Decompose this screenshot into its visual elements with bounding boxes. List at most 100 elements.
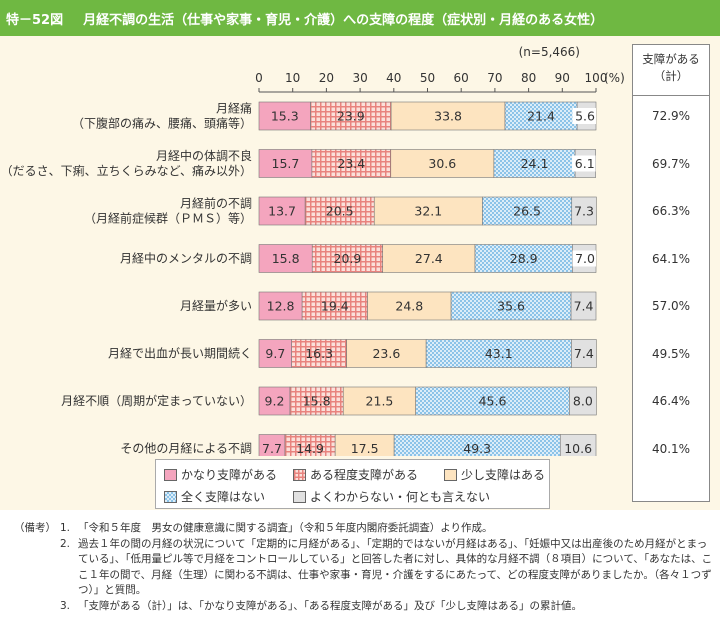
legend-label: かなり支障がある <box>181 468 278 482</box>
category-label: 月経中の体調不良 <box>156 148 252 163</box>
sample-size: (n=5,466) <box>519 45 580 59</box>
data-label: 17.5 <box>351 441 379 456</box>
data-label: 23.9 <box>337 109 365 124</box>
legend-swatch-severe <box>164 468 177 481</box>
legend-item-moderate: ある程度支障がある <box>293 466 418 483</box>
data-label: 23.4 <box>337 156 365 171</box>
note-row: （備考） 1. 「令和５年度 男女の健康意識に関する調査」（令和５年度内閣府委託… <box>14 521 714 537</box>
note-text: 「支障がある（計）」は、「かなり支障がある」、「ある程度支障がある」及び「少し支… <box>78 599 582 612</box>
x-tick-label: 90 <box>555 71 570 85</box>
data-label: 15.3 <box>271 109 299 124</box>
category-label: （下腹部の痛み、腰痛、頭痛等） <box>72 116 252 131</box>
note-text: 「令和５年度 男女の健康意識に関する調査」（令和５年度内閣府委託調査）より作成。 <box>78 522 493 534</box>
summary-value: 40.1% <box>651 441 691 456</box>
legend-label: 全く支障はない <box>181 490 266 504</box>
bar-segment <box>258 196 306 226</box>
bar-segment <box>346 339 427 368</box>
data-label: 7.4 <box>574 346 594 361</box>
bar-segment <box>311 244 383 273</box>
summary-value: 64.1% <box>651 251 691 266</box>
figure-number: 特－52図 <box>6 12 64 28</box>
note-number: 1. <box>60 522 71 534</box>
x-tick-label: 20 <box>319 71 334 85</box>
category-label: 月経前の不調 <box>180 196 252 211</box>
data-label: 15.8 <box>272 251 300 266</box>
data-label: 33.8 <box>434 109 462 124</box>
data-label: 7.0 <box>575 251 595 266</box>
data-label: 8.0 <box>573 394 593 409</box>
summary-header-line1: 支障がある <box>642 52 700 66</box>
data-label: 15.7 <box>272 156 300 171</box>
bar-segment <box>415 386 570 416</box>
bar-segment <box>291 339 347 368</box>
x-tick-label: 30 <box>352 71 367 85</box>
data-label: 6.1 <box>575 156 595 171</box>
summary-header: 支障がある （計） <box>633 51 709 85</box>
legend-item-unsure: よくわからない・何とも言えない <box>293 488 490 505</box>
x-tick-label: 10 <box>285 71 300 85</box>
data-label: 21.5 <box>366 394 394 409</box>
summary-divider <box>633 95 709 96</box>
bar-segment <box>570 291 597 321</box>
x-tick-label: 50 <box>420 71 435 85</box>
x-tick-label: 0 <box>255 71 263 85</box>
data-label: 20.9 <box>334 251 362 266</box>
data-label: 7.4 <box>574 299 594 314</box>
stacked-bar-chart: (n=5,466) 0 10 20 30 40 50 60 70 80 90 100(%) 月経痛（下腹… <box>1 45 625 456</box>
category-label: その他の月経による不調 <box>120 442 252 456</box>
x-tick-label: 80 <box>521 71 536 85</box>
note-row: 3. 「支障がある（計）」は、「かなり支障がある」、「ある程度支障がある」及び「… <box>14 599 714 615</box>
category-label: 月経痛 <box>216 101 252 116</box>
summary-header-line2: （計） <box>653 69 689 83</box>
figure-header: 特－52図 月経不調の生活（仕事や家事・育児・介護）への支障の程度（症状別・月経… <box>0 0 720 36</box>
data-label: 9.7 <box>265 346 285 361</box>
bar-segment <box>390 149 495 178</box>
data-label: 19.4 <box>321 299 349 314</box>
legend-item-slight: 少し支障はある <box>444 466 545 483</box>
summary-value: 57.0% <box>651 299 691 313</box>
legend-swatch-unsure <box>293 490 306 503</box>
bar-segment <box>569 386 597 416</box>
bar-segment <box>301 291 368 321</box>
legend-label: よくわからない・何とも言えない <box>310 490 491 504</box>
category-label: 月経中のメンタルの不調 <box>120 251 252 266</box>
data-label: 27.4 <box>415 251 443 266</box>
bar-segment <box>559 434 597 456</box>
summary-value: 72.9% <box>651 109 691 123</box>
data-label: 24.8 <box>395 299 423 314</box>
bar-segment <box>304 196 375 226</box>
bar-segment <box>310 101 392 131</box>
legend-label: ある程度支障がある <box>310 468 419 482</box>
chart-legend: かなり支障がある ある程度支障がある 少し支障はある 全く支障はない よくわから… <box>155 459 550 509</box>
data-label: 7.3 <box>574 204 594 219</box>
category-label: （月経前症候群（ＰＭＳ）等） <box>84 211 252 226</box>
bar-segment <box>493 149 576 178</box>
bar-segment <box>482 196 573 226</box>
x-tick-label: 70 <box>487 71 502 85</box>
data-label-bg <box>572 250 596 267</box>
legend-label: 少し支障はある <box>461 468 546 482</box>
data-label: 5.6 <box>575 109 595 124</box>
bar-segment <box>342 386 417 416</box>
data-label: 23.6 <box>372 346 400 361</box>
note-number: 2. <box>60 537 71 550</box>
bar-segment <box>390 101 506 131</box>
bar-segment <box>382 244 476 273</box>
data-label: 16.3 <box>305 346 333 361</box>
legend-swatch-slight <box>444 468 457 481</box>
chart-panel: (n=5,466) 0 10 20 30 40 50 60 70 80 90 100 (%) 月経痛 （下腹… <box>0 36 720 510</box>
data-label: 24.1 <box>521 156 549 171</box>
bar-segment <box>474 244 573 273</box>
data-label: 28.9 <box>510 251 538 266</box>
summary-value: 66.3% <box>651 204 691 218</box>
data-label: 26.5 <box>513 204 541 219</box>
data-label: 10.6 <box>564 441 592 456</box>
x-tick-label: 100 <box>585 71 608 85</box>
data-label-bg <box>572 155 596 172</box>
bar-segment <box>311 149 392 178</box>
summary-value: 49.5% <box>651 346 691 361</box>
data-label: 21.4 <box>527 109 555 124</box>
bar-segment <box>258 339 292 368</box>
data-label: 9.2 <box>265 394 285 409</box>
bar-segment <box>450 291 572 321</box>
